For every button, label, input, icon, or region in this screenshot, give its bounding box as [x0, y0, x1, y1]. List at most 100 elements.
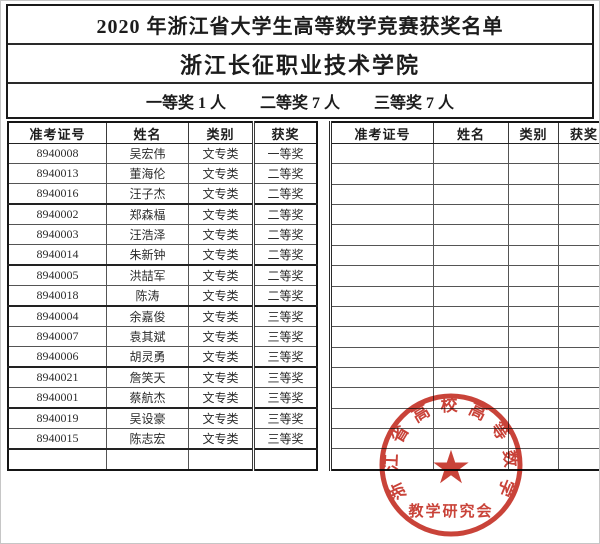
- table-cell: 二等奖: [252, 285, 318, 307]
- table-cell: [508, 428, 559, 450]
- table-cell: [558, 407, 599, 430]
- table-row: [330, 265, 599, 287]
- seal-bottom-text: 教学研究会: [407, 502, 493, 520]
- table-cell: [433, 244, 509, 267]
- table-row: [330, 346, 599, 368]
- table-cell: 二等奖: [252, 224, 318, 245]
- table-cell: 陈涛: [106, 285, 189, 307]
- table-cell: 文专类: [188, 346, 254, 368]
- table-cell: 朱新钟: [106, 244, 189, 266]
- table-cell: [508, 448, 559, 471]
- table-cell: [558, 428, 599, 450]
- table-cell: 吴宏伟: [106, 143, 189, 164]
- table-cell: 二等奖: [252, 244, 318, 266]
- table-row: 8940016 汪子杰 文专类 二等奖: [7, 183, 318, 205]
- table-cell: [558, 366, 599, 389]
- table-cell: [558, 346, 599, 368]
- table-cell: [508, 346, 559, 368]
- table-cell: 8940002: [7, 203, 107, 225]
- table-cell: [433, 183, 509, 206]
- table-row: [330, 387, 599, 409]
- table-row: [330, 163, 599, 185]
- table-cell: [508, 204, 559, 226]
- table-cell: 三等奖: [252, 326, 318, 347]
- table-row: 8940004 余嘉俊 文专类 三等奖: [7, 305, 318, 327]
- table-row: 8940007 袁其斌 文专类 三等奖: [7, 326, 318, 347]
- table-cell: 董海伦: [106, 163, 189, 184]
- table-cell: [433, 387, 509, 409]
- table-cell: 8940004: [7, 305, 107, 327]
- table-cell: 三等奖: [252, 346, 318, 368]
- table-cell: 袁其斌: [106, 326, 189, 347]
- table-cell: 文专类: [188, 285, 254, 307]
- table-row: [330, 224, 599, 246]
- table-cell: [508, 265, 559, 287]
- table-cell: 文专类: [188, 244, 254, 266]
- college-name: 浙江长征职业技术学院: [8, 45, 592, 84]
- table-cell: 文专类: [188, 224, 254, 245]
- table-cell: [508, 142, 559, 165]
- table-cell: 汪子杰: [106, 183, 189, 205]
- table-row: [330, 326, 599, 348]
- table-cell: [558, 224, 599, 246]
- table-cell: [7, 448, 107, 471]
- table-cell: [188, 448, 254, 471]
- award-table-left: 准考证号 姓名 类别 获奖 8940008 吴宏伟 文专类 一等奖 8940013 董海伦 文专类…: [7, 121, 318, 471]
- table-cell: 8940018: [7, 285, 107, 307]
- table-cell: 8940015: [7, 428, 107, 450]
- table-cell: [433, 163, 509, 185]
- table-cell: [330, 265, 434, 287]
- table-cell: 文专类: [188, 428, 254, 450]
- column-header: 获奖: [252, 121, 318, 144]
- table-cell: [330, 285, 434, 307]
- table-row: 8940001 蔡航杰 文专类 三等奖: [7, 387, 318, 409]
- table-row: 8940015 陈志宏 文专类 三等奖: [7, 428, 318, 450]
- table-cell: 胡灵勇: [106, 346, 189, 368]
- table-cell: 8940016: [7, 183, 107, 205]
- table-row: [330, 428, 599, 450]
- table-row: 8940002 郑森楅 文专类 二等奖: [7, 203, 318, 225]
- column-header: 获奖: [558, 121, 599, 144]
- table-cell: [330, 448, 434, 471]
- table-cell: 二等奖: [252, 203, 318, 225]
- table-row: 8940021 詹笑天 文专类 三等奖: [7, 366, 318, 388]
- table-cell: [508, 326, 559, 348]
- table-cell: 吴设豪: [106, 407, 189, 429]
- table-row: [330, 244, 599, 267]
- table-cell: [508, 387, 559, 409]
- table-cell: [330, 224, 434, 246]
- table-cell: [330, 142, 434, 165]
- column-header: 姓名: [106, 121, 189, 144]
- table-cell: 三等奖: [252, 407, 318, 429]
- table-row: [330, 142, 599, 165]
- table-cell: 8940021: [7, 366, 107, 388]
- table-cell: 8940003: [7, 224, 107, 245]
- table-cell: [433, 265, 509, 287]
- award-tables: 准考证号 姓名 类别 获奖 8940008 吴宏伟 文专类 一等奖 8940013 董海伦 文专类…: [7, 121, 599, 471]
- table-cell: [558, 265, 599, 287]
- table-cell: 8940001: [7, 387, 107, 409]
- table-cell: [433, 448, 509, 471]
- table-row: 8940014 朱新钟 文专类 二等奖: [7, 244, 318, 266]
- table-cell: [508, 407, 559, 430]
- table-cell: 汪浩泽: [106, 224, 189, 245]
- table-cell: [558, 142, 599, 165]
- table-row: [330, 407, 599, 430]
- award-table-right: 准考证号 姓名 类别 获奖: [329, 121, 599, 471]
- document-header: 2020 年浙江省大学生高等数学竞赛获奖名单 浙江长征职业技术学院 一等奖 1 …: [6, 4, 594, 119]
- table-cell: [508, 224, 559, 246]
- table-row: [330, 285, 599, 307]
- table-row: [330, 448, 599, 471]
- table-cell: 三等奖: [252, 428, 318, 450]
- table-cell: [508, 163, 559, 185]
- table-cell: [558, 244, 599, 267]
- table-cell: [508, 183, 559, 206]
- table-row: 8940003 汪浩泽 文专类 二等奖: [7, 224, 318, 245]
- table-cell: [330, 428, 434, 450]
- table-cell: [558, 305, 599, 328]
- table-cell: 一等奖: [252, 143, 318, 164]
- column-header: 准考证号: [330, 121, 434, 144]
- table-cell: [433, 346, 509, 368]
- table-cell: [508, 244, 559, 267]
- table-cell: 文专类: [188, 163, 254, 184]
